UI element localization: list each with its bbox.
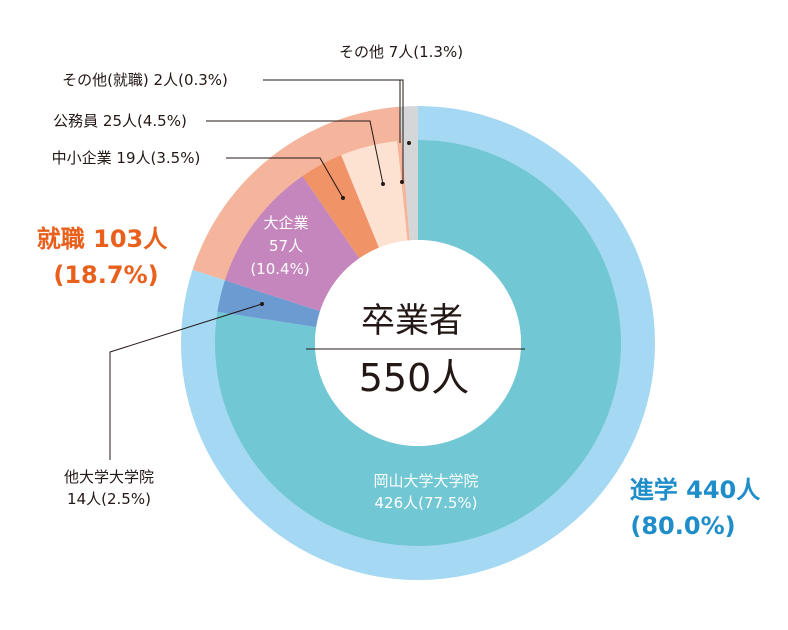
inner-slice-0 bbox=[215, 140, 621, 546]
label-shushoku-line2: (18.7%) bbox=[53, 261, 158, 289]
inner-slice-1 bbox=[217, 280, 321, 328]
leader-chusho bbox=[226, 157, 344, 199]
leader-dot bbox=[407, 141, 411, 145]
inner-slice-4 bbox=[341, 141, 408, 248]
center-title: 卒業者 bbox=[361, 301, 463, 341]
label-chusho: 中小企業 19人(3.5%) bbox=[52, 149, 201, 167]
label-shingaku-line2: (80.0%) bbox=[630, 512, 735, 540]
label-sonota-shushoku: その他(就職) 2人(0.3%) bbox=[62, 71, 228, 89]
inner-slice-2 bbox=[224, 176, 360, 312]
label-shushoku-line1: 就職 103人 bbox=[37, 225, 167, 253]
leader-komuin bbox=[206, 120, 384, 185]
label-tadaigaku-line1: 他大学大学院 bbox=[64, 468, 154, 486]
label-shingaku-line1: 進学 440人 bbox=[630, 476, 760, 504]
leader-dot bbox=[381, 182, 385, 186]
leader-lines bbox=[109, 79, 404, 460]
inner-slice-3 bbox=[302, 155, 379, 259]
center-total: 550人 bbox=[359, 356, 470, 400]
label-daikigyo-line1: 大企業 bbox=[263, 214, 308, 232]
label-daikigyo-line2: 57人 bbox=[269, 237, 303, 255]
label-tadaigaku-line2: 14人(2.5%) bbox=[67, 490, 151, 508]
center-hole bbox=[315, 240, 521, 446]
leader-tadaigaku bbox=[109, 303, 263, 460]
leader-dots bbox=[260, 141, 411, 306]
leader-dot bbox=[400, 180, 404, 184]
leader-dot bbox=[341, 196, 345, 200]
label-daikigyo-line3: (10.4%) bbox=[250, 260, 309, 278]
label-okadai-line1: 岡山大学大学院 bbox=[373, 472, 478, 490]
leader-sonota-shushoku bbox=[268, 79, 404, 182]
label-okadai-line2: 426人(77.5%) bbox=[375, 494, 478, 512]
label-komuin: 公務員 25人(4.5%) bbox=[53, 112, 187, 130]
label-sonota: その他 7人(1.3%) bbox=[339, 43, 463, 61]
inner-ring bbox=[215, 140, 621, 546]
inner-slice-5 bbox=[397, 140, 410, 241]
inner-slice-6 bbox=[401, 140, 418, 241]
leader-dot bbox=[260, 302, 264, 306]
